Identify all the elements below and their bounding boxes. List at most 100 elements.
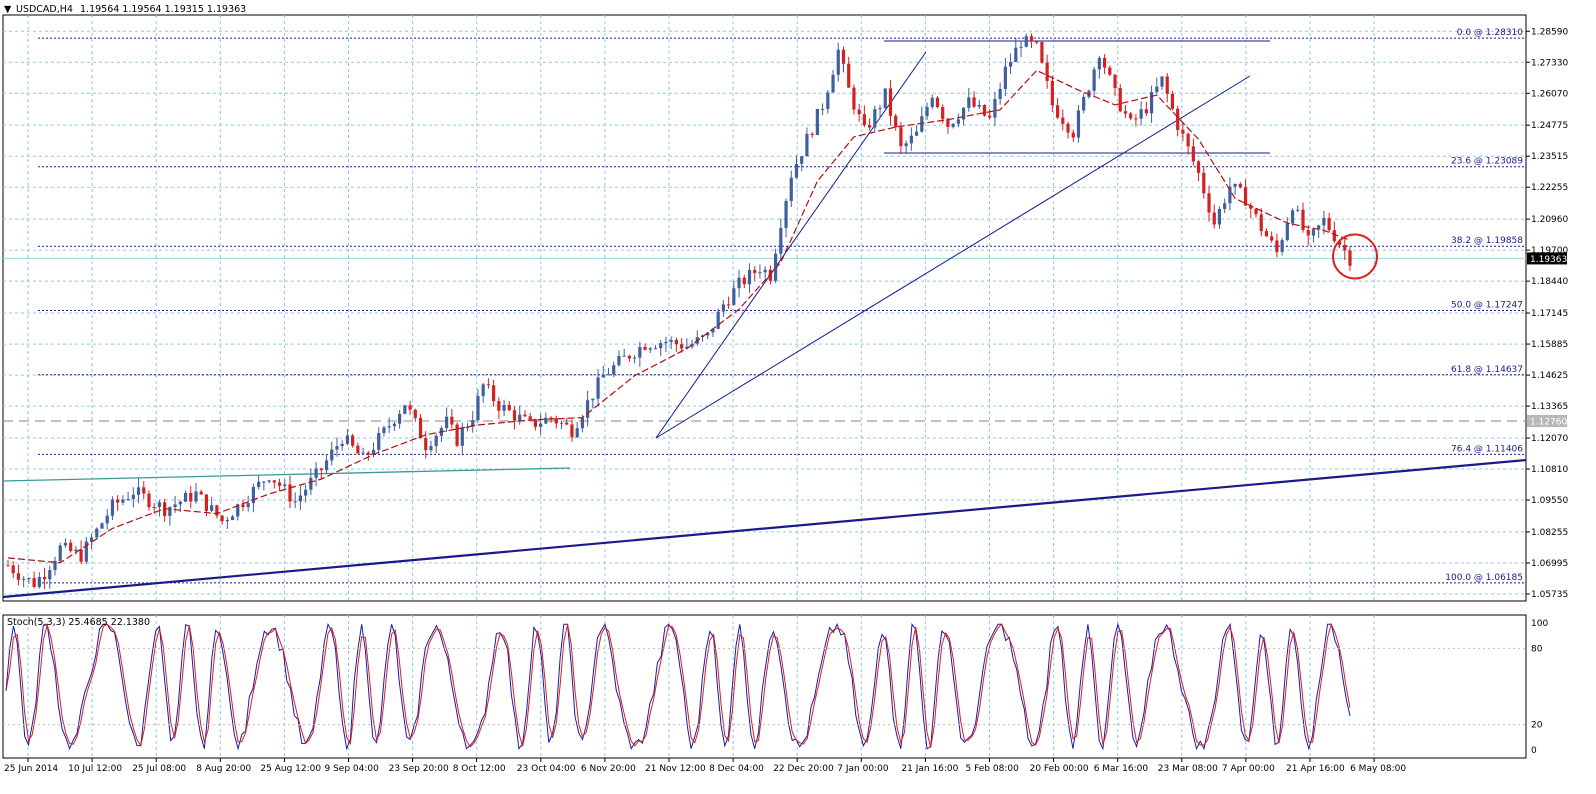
- candle-body: [1191, 146, 1195, 162]
- candle-body: [277, 482, 282, 486]
- grid-lines: [3, 15, 1526, 758]
- stoch-level-label: 80: [1531, 644, 1543, 654]
- candle-body: [982, 104, 987, 116]
- candle-body: [596, 377, 600, 399]
- candle-body: [512, 410, 517, 421]
- price-tick-label: 1.15885: [1531, 340, 1568, 350]
- time-tick-label: 21 Jan 16:00: [901, 764, 958, 774]
- candle-body: [1212, 212, 1216, 225]
- wedge-lower-trendline: [655, 75, 1251, 439]
- candle-body: [267, 480, 271, 482]
- candle-body: [1186, 133, 1190, 147]
- candle-body: [403, 405, 407, 414]
- candle-body: [434, 435, 438, 447]
- candle-body: [998, 88, 1002, 99]
- candle-body: [69, 542, 73, 552]
- candle-body: [1223, 203, 1227, 209]
- candle-body: [528, 416, 532, 420]
- candle-body: [1019, 46, 1023, 48]
- candle-body: [450, 416, 454, 425]
- candle-body: [1129, 113, 1133, 119]
- time-axis: 25 Jun 2014 10 Jul 12:00 25 Jul 08:00 8 Aug…: [4, 758, 1406, 774]
- price-tick-label: 1.23515: [1531, 152, 1568, 162]
- candle-body: [126, 499, 130, 501]
- moving-average: [7, 69, 1351, 564]
- stoch-level-label: 100: [1531, 619, 1548, 629]
- candle-body: [387, 426, 391, 428]
- candle-body: [1296, 209, 1300, 211]
- price-tick-label: 1.09550: [1531, 496, 1568, 506]
- candle-body: [993, 98, 997, 118]
- candle-body: [664, 341, 668, 344]
- candle-body: [413, 409, 417, 418]
- candle-body: [298, 495, 303, 502]
- candle-body: [653, 348, 658, 350]
- candle-body: [539, 423, 543, 427]
- candle-body: [497, 401, 501, 411]
- candle-body: [225, 520, 229, 522]
- price-tick-label: 1.20960: [1531, 215, 1568, 225]
- candle-body: [559, 422, 564, 424]
- candle-body: [617, 356, 621, 366]
- time-tick-label: 22 Dec 20:00: [773, 764, 834, 774]
- candle-body: [1165, 76, 1169, 94]
- candle-body: [142, 487, 146, 494]
- candle-body: [570, 424, 574, 438]
- candle-body: [1108, 67, 1112, 75]
- candle-body: [612, 365, 616, 375]
- candle-body: [11, 565, 15, 574]
- candle-body: [492, 385, 496, 402]
- candle-body: [920, 116, 924, 132]
- time-tick-label: 8 Dec 04:00: [709, 764, 764, 774]
- fibo-level-label: 38.2 @ 1.19858: [1451, 236, 1523, 246]
- candle-body: [251, 486, 256, 504]
- time-tick-label: 9 Sep 04:00: [325, 764, 380, 774]
- candle-body: [215, 505, 219, 516]
- candle-body: [136, 487, 141, 495]
- candle-body: [1092, 69, 1096, 91]
- candle-body: [1317, 225, 1321, 230]
- candle-body: [935, 97, 940, 108]
- candle-body: [794, 163, 799, 178]
- candle-body: [27, 577, 31, 579]
- candle-body: [361, 452, 365, 454]
- candle-body: [429, 446, 433, 451]
- candle-body: [476, 396, 480, 421]
- candle-body: [941, 107, 945, 119]
- candle-body: [967, 97, 971, 108]
- candle-body: [84, 541, 88, 562]
- candle-body: [314, 468, 318, 478]
- candle-body: [1029, 36, 1034, 42]
- candle-body: [189, 492, 193, 502]
- candle-body: [1327, 217, 1331, 231]
- candle-body: [105, 515, 109, 524]
- candle-body: [815, 108, 819, 135]
- candle-body: [371, 449, 376, 455]
- candle-body: [1149, 91, 1154, 114]
- candle-body: [768, 269, 772, 281]
- dropdown-icon[interactable]: ▼: [4, 4, 12, 15]
- candle-body: [1275, 240, 1279, 252]
- candle-body: [800, 156, 804, 164]
- candle-body: [319, 468, 323, 471]
- ohlc-label: 1.19564 1.19564 1.19315 1.19363: [80, 4, 246, 15]
- candle-body: [168, 507, 172, 516]
- candle-body: [418, 417, 423, 439]
- candle-body: [878, 107, 882, 110]
- candle-body: [925, 106, 929, 117]
- candle-body: [22, 578, 26, 580]
- candle-body: [1014, 47, 1018, 63]
- candle-body: [1076, 110, 1081, 138]
- candle-body: [857, 109, 861, 115]
- candle-body: [1285, 223, 1289, 241]
- candle-body: [1123, 111, 1128, 114]
- price-tick-label: 1.22255: [1531, 183, 1568, 193]
- candle-body: [742, 277, 746, 285]
- candle-body: [502, 404, 506, 411]
- stochastic-lines: [3, 622, 1526, 751]
- candle-body: [283, 484, 287, 486]
- candle-body: [883, 88, 887, 108]
- candle-body: [977, 104, 981, 107]
- candle-body: [606, 374, 611, 376]
- candle-body: [377, 433, 381, 450]
